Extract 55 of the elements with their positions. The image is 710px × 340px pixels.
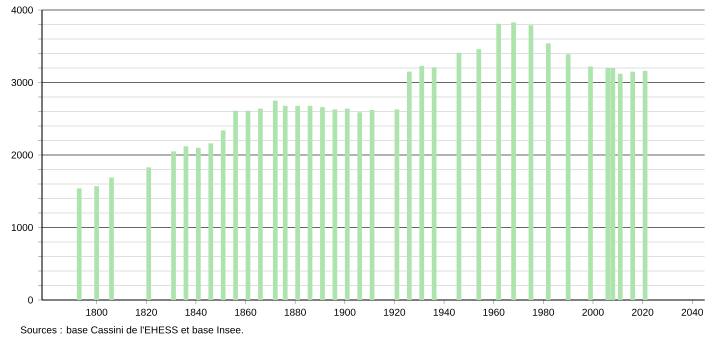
x-tick-label: 1960 xyxy=(483,308,504,316)
y-tick-label: 4000 xyxy=(11,6,33,14)
bar xyxy=(566,54,571,300)
bar xyxy=(246,110,250,300)
bar xyxy=(476,49,482,300)
bar xyxy=(618,74,623,300)
bar xyxy=(357,112,362,300)
bar xyxy=(546,43,551,300)
x-tick-label: 1900 xyxy=(334,308,356,316)
bar xyxy=(456,52,462,300)
bar xyxy=(344,108,350,300)
source-note: Sources : base Cassini de l'EHESS et base Insee. xyxy=(20,326,243,334)
bar xyxy=(94,186,99,300)
bar xyxy=(184,146,188,300)
bar xyxy=(528,25,534,300)
y-tick-label: 3000 xyxy=(11,78,33,86)
bar xyxy=(272,100,278,300)
x-tick-label: 1800 xyxy=(86,308,108,316)
bar xyxy=(630,72,636,300)
bar xyxy=(109,177,114,300)
x-tick-label: 1860 xyxy=(235,308,256,316)
bar xyxy=(419,66,424,300)
bar xyxy=(496,24,502,300)
bar xyxy=(76,188,82,300)
bar xyxy=(208,143,214,300)
bar xyxy=(511,22,516,300)
x-tick-label: 2000 xyxy=(582,308,604,316)
bar xyxy=(295,106,300,300)
x-tick-label: 1840 xyxy=(186,308,207,316)
bar xyxy=(308,106,312,300)
bar xyxy=(171,151,176,300)
x-tick-label: 2040 xyxy=(682,308,703,316)
x-tick-label: 1940 xyxy=(434,308,455,316)
bar xyxy=(588,66,593,300)
x-tick-label: 1920 xyxy=(384,308,406,316)
bar xyxy=(233,110,238,300)
bar xyxy=(146,167,152,300)
bar xyxy=(370,110,374,300)
y-tick-label: 1000 xyxy=(12,224,33,232)
y-tick-label: 2000 xyxy=(12,151,33,159)
bar xyxy=(320,107,325,300)
y-tick-label: 0 xyxy=(28,296,33,304)
x-tick-label: 1820 xyxy=(136,308,157,316)
bar xyxy=(332,109,338,300)
bar xyxy=(394,109,400,300)
bar xyxy=(406,72,412,300)
x-tick-label: 2020 xyxy=(632,308,654,316)
bar xyxy=(642,70,648,300)
bar xyxy=(282,106,288,300)
x-tick-label: 1880 xyxy=(284,308,306,316)
x-tick-label: 1980 xyxy=(532,308,554,316)
bar xyxy=(220,130,226,300)
bar xyxy=(196,148,201,300)
bar xyxy=(258,108,263,300)
bar xyxy=(432,67,436,300)
